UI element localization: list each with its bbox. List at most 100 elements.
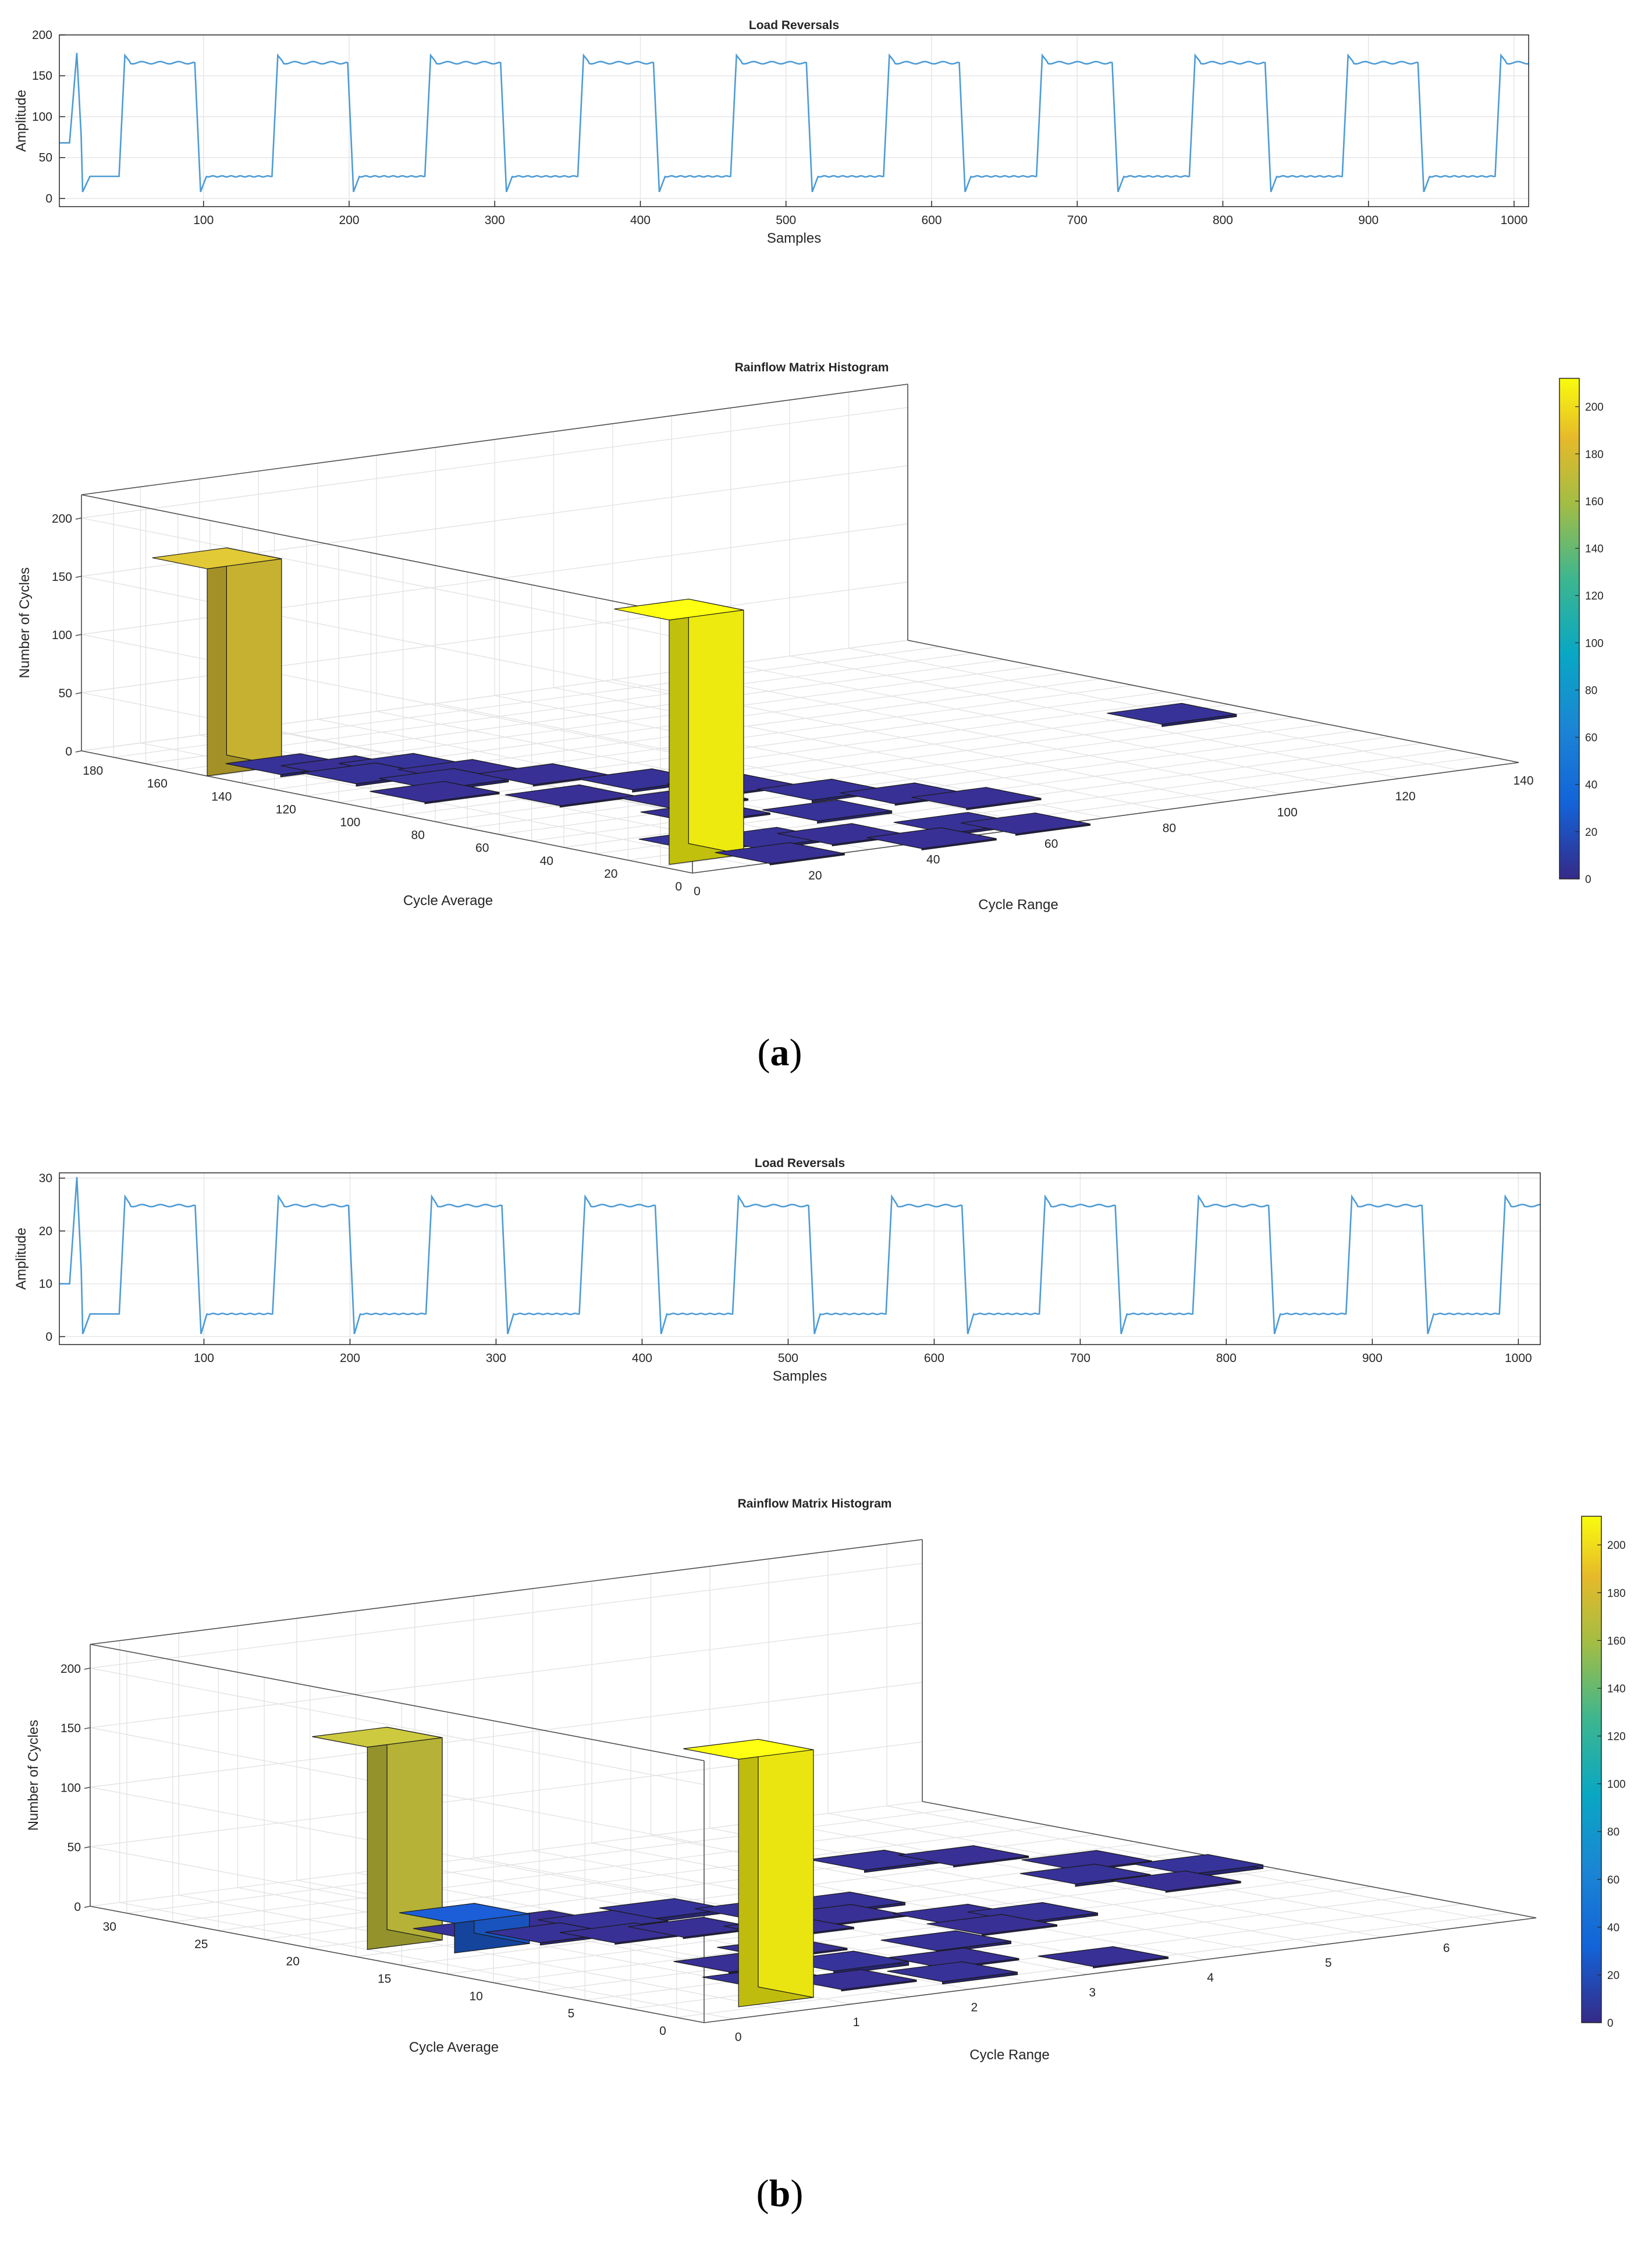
z-tick-label: 200 [52, 512, 72, 526]
floor-gridline [126, 1808, 960, 1914]
y-tick-label: 200 [32, 29, 52, 42]
bar-side-face [688, 598, 744, 855]
histogram-bar [312, 1726, 443, 1950]
colorbar-tick-label: 100 [1607, 1779, 1626, 1791]
x-tick-label: 1000 [1501, 214, 1528, 227]
wall-gridline [81, 517, 693, 641]
floor-gridline [218, 1825, 1051, 1931]
colorbar-tick-label: 140 [1607, 1683, 1626, 1695]
z-tick [75, 576, 82, 578]
bar-top-face [911, 787, 1041, 809]
range-tick-label: 6 [1443, 1941, 1450, 1955]
range-axis-label: Cycle Range [969, 2047, 1049, 2063]
average-tick-label: 120 [276, 803, 296, 816]
colorbar-tick-label: 80 [1607, 1826, 1619, 1839]
bar-top-face [888, 1948, 1019, 1969]
y-tick-label: 0 [45, 1330, 52, 1343]
floor-gridline [790, 655, 1401, 779]
histogram-bar [614, 598, 744, 865]
average-tick-label: 80 [411, 829, 425, 842]
histogram-bar [683, 1739, 814, 2008]
bar-side-face [226, 547, 282, 767]
floor-gridline [467, 717, 1294, 829]
wall-gridline [81, 576, 693, 699]
colorbar-tick-label: 140 [1585, 543, 1604, 555]
floor-gridline [499, 723, 1326, 835]
bar-top-face [683, 1739, 814, 1760]
average-tick-label: 100 [340, 815, 360, 829]
load-reversals-chart-a: 100 200 300 400 500 600 700 800 900 1000 0 50 100 150… [13, 19, 1529, 246]
bar-top-face [762, 799, 892, 821]
z-tick [75, 517, 82, 520]
caption-b: (b) [756, 2172, 804, 2215]
x-tick-label: 700 [1070, 1352, 1090, 1365]
bar-top-face [312, 1726, 443, 1748]
average-tick-label: 160 [147, 777, 168, 790]
histogram-bar [478, 763, 608, 787]
bar-top-face [399, 1903, 530, 1924]
x-tick-label: 800 [1213, 214, 1233, 227]
range-tick-label: 120 [1395, 790, 1416, 803]
colorbar-tick-label: 60 [1607, 1874, 1619, 1886]
histogram-bar [715, 842, 845, 866]
y-tick-label: 50 [39, 151, 52, 165]
y-tick-label: 150 [32, 69, 52, 83]
average-tick-label: 0 [675, 880, 682, 893]
amplitude-series-line [59, 1177, 1541, 1335]
average-tick-label: 40 [540, 854, 553, 868]
z-tick [84, 1727, 91, 1729]
z-tick-label: 100 [61, 1781, 81, 1794]
axes-edge [907, 640, 1519, 763]
floor-gridline [177, 659, 1004, 771]
z-tick [84, 1786, 91, 1789]
load-reversals-chart-b: 100 200 300 400 500 600 700 800 900 1000 0 10 20 30 Lo… [13, 1157, 1541, 1384]
histogram-bar [505, 784, 635, 808]
range-tick-label: 60 [1045, 838, 1058, 851]
histogram-bar [370, 781, 500, 804]
floor-gridline [585, 1895, 1417, 2001]
range-axis-label: Cycle Range [978, 897, 1058, 913]
range-axis-line [704, 1917, 1537, 2023]
wall-gridline [90, 1668, 705, 1785]
colorbar-tick-label: 160 [1585, 496, 1604, 508]
z-tick-label: 200 [61, 1662, 81, 1676]
range-tick-label: 3 [1089, 1986, 1096, 1999]
x-tick-label: 300 [485, 214, 505, 227]
bar-top-face [1021, 1850, 1152, 1871]
bar-top-face [1132, 1854, 1263, 1875]
average-tick-label: 30 [103, 1920, 116, 1934]
bar-top-face [960, 813, 1090, 835]
wall-gridline [81, 407, 908, 519]
axes-frame [59, 1172, 1541, 1345]
average-axis-line [81, 750, 693, 874]
average-tick-label: 10 [469, 1989, 482, 2003]
bar-top-face [370, 781, 500, 803]
bar-top-face [880, 1930, 1011, 1951]
z-tick [84, 1668, 91, 1670]
z-tick-label: 150 [61, 1722, 81, 1735]
chart-title: Rainflow Matrix Histogram [735, 361, 889, 374]
z-tick [84, 1846, 91, 1849]
bar-top-face [1019, 1863, 1150, 1885]
amplitude-series-line [59, 52, 1529, 193]
range-tick-label: 100 [1277, 806, 1298, 819]
range-tick-label: 80 [1163, 821, 1176, 835]
axes-edge [81, 494, 693, 618]
axes-edge [90, 1644, 705, 1761]
x-tick-label: 300 [486, 1352, 506, 1365]
x-tick-label: 100 [193, 214, 214, 227]
range-tick-label: 4 [1207, 1971, 1214, 1984]
z-tick-label: 0 [74, 1900, 81, 1914]
average-tick-label: 20 [604, 867, 617, 881]
bar-top-face [505, 784, 635, 807]
z-tick-label: 150 [52, 570, 72, 584]
bar-top-face [866, 827, 997, 849]
colorbar-tick-label: 180 [1585, 449, 1604, 461]
z-axis-label: Number of Cycles [26, 1720, 41, 1831]
floor-gridline [178, 1895, 793, 2012]
z-tick-label: 100 [52, 629, 72, 642]
colorbar-tick-label: 80 [1585, 685, 1597, 697]
bar-top-face [898, 1845, 1029, 1866]
histogram-bar [1110, 1870, 1241, 1893]
